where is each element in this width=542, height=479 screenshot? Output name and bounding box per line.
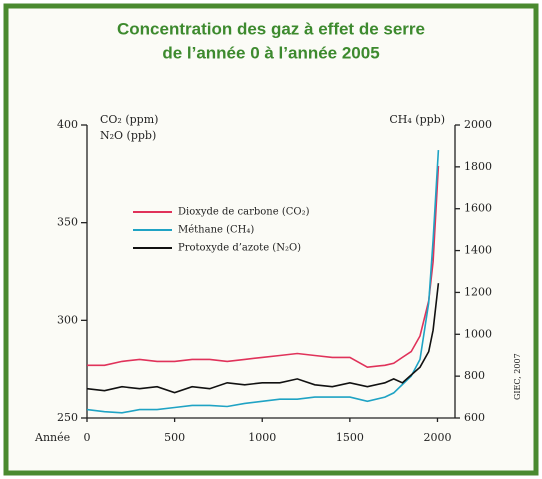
y2-tick-label: 1200 [464, 285, 492, 298]
frame [3, 3, 539, 476]
x-axis-label: Année [34, 431, 70, 444]
y-tick-label: 400 [57, 118, 78, 131]
chart-title: Concentration des gaz à effet de serre [117, 19, 425, 38]
legend-label: Dioxyde de carbone (CO₂) [178, 207, 310, 218]
y2-tick-label: 600 [464, 411, 485, 424]
y2-tick-label: 1800 [464, 160, 492, 173]
y-axis-label: CO₂ (ppm) [100, 113, 158, 126]
x-tick-label: 500 [164, 431, 185, 444]
source: GIEC, 2007 [513, 353, 522, 400]
y-tick-label: 250 [57, 411, 78, 424]
y2-axis-label: CH₄ (ppb) [389, 113, 445, 126]
y2-tick-label: 800 [464, 369, 485, 382]
x-tick-label: 2000 [423, 431, 451, 444]
x-tick-label: 0 [84, 431, 91, 444]
legend-label: Protoxyde d’azote (N₂O) [178, 243, 301, 254]
series-line [86, 150, 440, 414]
y-tick-label: 350 [57, 216, 78, 229]
chart-title: de l’année 0 à l’année 2005 [162, 43, 379, 62]
y2-tick-label: 1000 [464, 327, 492, 340]
series-line [87, 165, 440, 369]
y-tick-label: 300 [57, 313, 78, 326]
y2-tick-label: 1400 [464, 244, 492, 257]
y-axis-label: N₂O (ppb) [100, 129, 156, 142]
y2-tick-label: 1600 [464, 202, 492, 215]
y2-tick-label: 2000 [464, 118, 492, 131]
x-tick-label: 1000 [248, 431, 276, 444]
x-tick-label: 1500 [336, 431, 364, 444]
legend-label: Méthane (CH₄) [178, 225, 254, 236]
series-line [86, 283, 440, 394]
